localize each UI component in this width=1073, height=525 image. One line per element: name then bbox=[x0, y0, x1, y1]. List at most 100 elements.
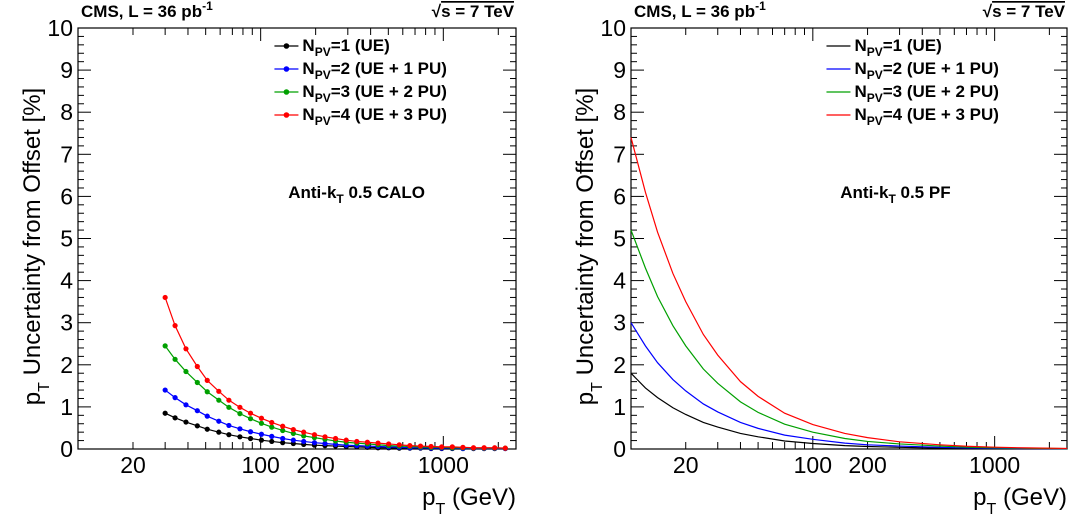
series-line bbox=[164, 345, 506, 449]
y-tick-label: 4 bbox=[60, 268, 73, 294]
data-point bbox=[183, 419, 189, 425]
data-point bbox=[417, 443, 424, 449]
y-tick-label: 8 bbox=[613, 99, 626, 125]
y-tick-label: 7 bbox=[613, 141, 626, 167]
legend-label-sub: PV bbox=[315, 68, 331, 82]
data-point bbox=[204, 389, 210, 395]
plot-frame bbox=[77, 27, 517, 450]
data-point bbox=[258, 437, 265, 443]
data-point bbox=[269, 438, 275, 445]
sqrt-sign: √ bbox=[432, 2, 442, 21]
legend-label: NPV=1 (UE) bbox=[854, 36, 941, 59]
data-point bbox=[237, 426, 243, 432]
data-point bbox=[194, 379, 200, 386]
legend-label-n: N bbox=[302, 82, 314, 101]
y-tick-label: 4 bbox=[613, 268, 626, 294]
data-point bbox=[226, 422, 232, 429]
data-point bbox=[204, 426, 210, 432]
annotation-tail: 0.5 CALO bbox=[344, 183, 425, 202]
data-point bbox=[194, 423, 200, 429]
data-point bbox=[301, 438, 307, 445]
data-point bbox=[311, 432, 318, 438]
legend-label: NPV=2 (UE + 1 PU) bbox=[302, 59, 447, 82]
header-left: CMS, L = 36 pb-1 bbox=[81, 0, 213, 21]
data-point bbox=[492, 445, 498, 451]
x-tick-label: 100 bbox=[241, 452, 279, 478]
y-tick-label: 7 bbox=[60, 141, 73, 167]
legend-label-n: N bbox=[854, 59, 866, 78]
series-line bbox=[630, 322, 1068, 450]
x-axis-label: pT (GeV) bbox=[422, 484, 516, 518]
y-axis-label-sub: T bbox=[589, 382, 606, 392]
legend-label: NPV=3 (UE + 2 PU) bbox=[302, 82, 447, 105]
data-point bbox=[439, 444, 445, 450]
legend-label: NPV=4 (UE + 3 PU) bbox=[302, 105, 447, 128]
annotation-text: Anti-k bbox=[840, 183, 889, 202]
data-point bbox=[396, 442, 402, 448]
x-tick-label: 20 bbox=[673, 452, 699, 478]
legend-label-sub: PV bbox=[867, 45, 883, 59]
data-point bbox=[162, 343, 168, 349]
annotation-sub: T bbox=[336, 192, 344, 206]
data-point bbox=[194, 408, 200, 414]
annotation-tail: 0.5 PF bbox=[896, 183, 951, 202]
data-point bbox=[162, 387, 168, 393]
data-point bbox=[428, 443, 434, 450]
header-left-text: CMS, L = 36 pb bbox=[81, 2, 202, 21]
legend-marker bbox=[283, 112, 290, 118]
y-tick-label: 8 bbox=[60, 99, 73, 125]
series-line bbox=[164, 297, 506, 449]
data-point bbox=[290, 430, 296, 437]
legend-marker bbox=[283, 43, 290, 49]
header-left: CMS, L = 36 pb-1 bbox=[634, 0, 766, 21]
y-tick-label: 9 bbox=[613, 57, 626, 83]
x-axis-label-tail: (GeV) bbox=[996, 484, 1067, 511]
x-tick-label: 1000 bbox=[969, 452, 1020, 478]
data-point bbox=[269, 424, 275, 430]
data-point bbox=[311, 440, 318, 446]
data-point bbox=[258, 415, 265, 421]
legend-label-n: N bbox=[854, 105, 866, 124]
y-tick-label: 6 bbox=[613, 183, 626, 209]
header-right: √s = 7 TeV bbox=[432, 2, 515, 21]
plot-frame bbox=[630, 27, 1068, 450]
legend-label: NPV=3 (UE + 2 PU) bbox=[854, 82, 999, 105]
data-point bbox=[269, 433, 275, 439]
data-point bbox=[322, 434, 328, 440]
data-point bbox=[322, 440, 328, 447]
annotation-sub: T bbox=[888, 192, 896, 206]
legend-label-tail: =2 (UE + 1 PU) bbox=[331, 59, 447, 78]
x-tick-label: 20 bbox=[120, 452, 146, 478]
y-axis-label: pT Uncertainty from Offset [%] bbox=[19, 88, 53, 405]
header-right: √s = 7 TeV bbox=[983, 2, 1066, 21]
y-tick-label: 5 bbox=[613, 226, 626, 252]
legend-label-n: N bbox=[854, 36, 866, 55]
y-tick-label: 3 bbox=[613, 310, 626, 336]
data-point bbox=[343, 437, 349, 443]
legend-label-sub: PV bbox=[867, 114, 883, 128]
data-point bbox=[375, 440, 381, 446]
header-right-text: s = 7 TeV bbox=[992, 2, 1066, 21]
data-point bbox=[364, 439, 370, 445]
data-point bbox=[237, 434, 243, 440]
data-point bbox=[290, 437, 296, 443]
data-point bbox=[172, 356, 178, 362]
data-point bbox=[237, 404, 243, 410]
y-tick-label: 9 bbox=[60, 57, 73, 83]
data-point bbox=[204, 377, 210, 383]
data-point bbox=[386, 441, 392, 447]
data-point bbox=[460, 444, 466, 450]
series-line bbox=[630, 372, 1068, 450]
data-point bbox=[226, 432, 232, 438]
legend-label-tail: =1 (UE) bbox=[883, 36, 942, 55]
data-point bbox=[216, 388, 222, 394]
data-point bbox=[258, 431, 265, 437]
x-tick-label: 200 bbox=[848, 452, 886, 478]
legend-label-n: N bbox=[302, 36, 314, 55]
data-point bbox=[280, 435, 286, 442]
data-point bbox=[162, 294, 168, 301]
data-point bbox=[183, 368, 189, 375]
data-point bbox=[301, 433, 307, 439]
y-axis-label-tail: Uncertainty from Offset [%] bbox=[572, 88, 599, 382]
y-tick-label: 0 bbox=[60, 436, 73, 462]
